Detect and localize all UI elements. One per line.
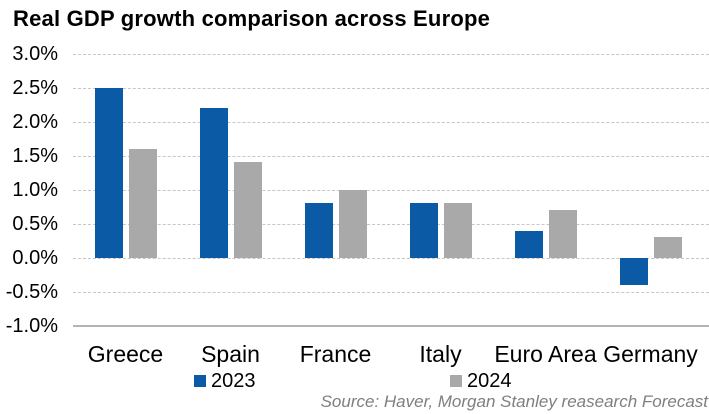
gridline--0.5% [73,291,709,293]
legend-entry-2023: 2023 [194,371,256,391]
legend-swatch-2024-icon [450,375,462,387]
x-tick-label-euro-area: Euro Area [494,341,597,367]
y-tick-label-1.5%: 1.5% [12,144,58,167]
x-axis-line [73,324,709,327]
bar-2024-italy [443,203,472,258]
chart-title: Real GDP growth comparison across Europe [13,6,491,31]
y-tick-label-0.5%: 0.5% [12,212,58,235]
gridline-0.5% [73,223,709,225]
y-tick-label-1.0%: 1.0% [12,178,58,201]
bar-2023-germany [619,257,648,286]
gridline-3.0% [73,53,709,55]
bar-2024-greece [128,148,157,258]
bar-2023-italy [409,203,438,258]
gridline-0.0% [73,257,709,259]
bar-2024-germany [653,237,682,258]
bar-2024-france [338,189,367,258]
gridline-2.0% [73,121,709,123]
gridline-1.0% [73,189,709,191]
gridline-1.5% [73,155,709,157]
source-note: Source: Haver, Morgan Stanley reasearch … [320,392,708,411]
bar-2024-spain [233,162,262,258]
bar-2023-euro-area [514,230,543,258]
y-tick-label-3.0%: 3.0% [12,42,58,65]
legend-label-2023: 2023 [211,370,256,392]
gridline-2.5% [73,87,709,89]
bar-2023-spain [199,107,228,258]
x-tick-label-france: France [299,341,372,367]
y-tick-label--1.0%: -1.0% [5,314,58,337]
legend-entry-2024: 2024 [450,371,512,391]
x-tick-label-greece: Greece [87,341,164,367]
legend-swatch-2023-icon [194,375,206,387]
bar-2023-greece [94,87,123,258]
y-tick-label-0.0%: 0.0% [12,246,58,269]
x-tick-label-germany: Germany [603,341,698,367]
y-tick-label--0.5%: -0.5% [5,280,58,303]
legend-label-2024: 2024 [467,370,512,392]
x-tick-label-spain: Spain [201,341,260,367]
x-tick-label-italy: Italy [419,341,462,367]
bar-2024-euro-area [548,210,577,258]
y-tick-label-2.0%: 2.0% [12,110,58,133]
bar-2023-france [304,203,333,258]
y-tick-label-2.5%: 2.5% [12,76,58,99]
